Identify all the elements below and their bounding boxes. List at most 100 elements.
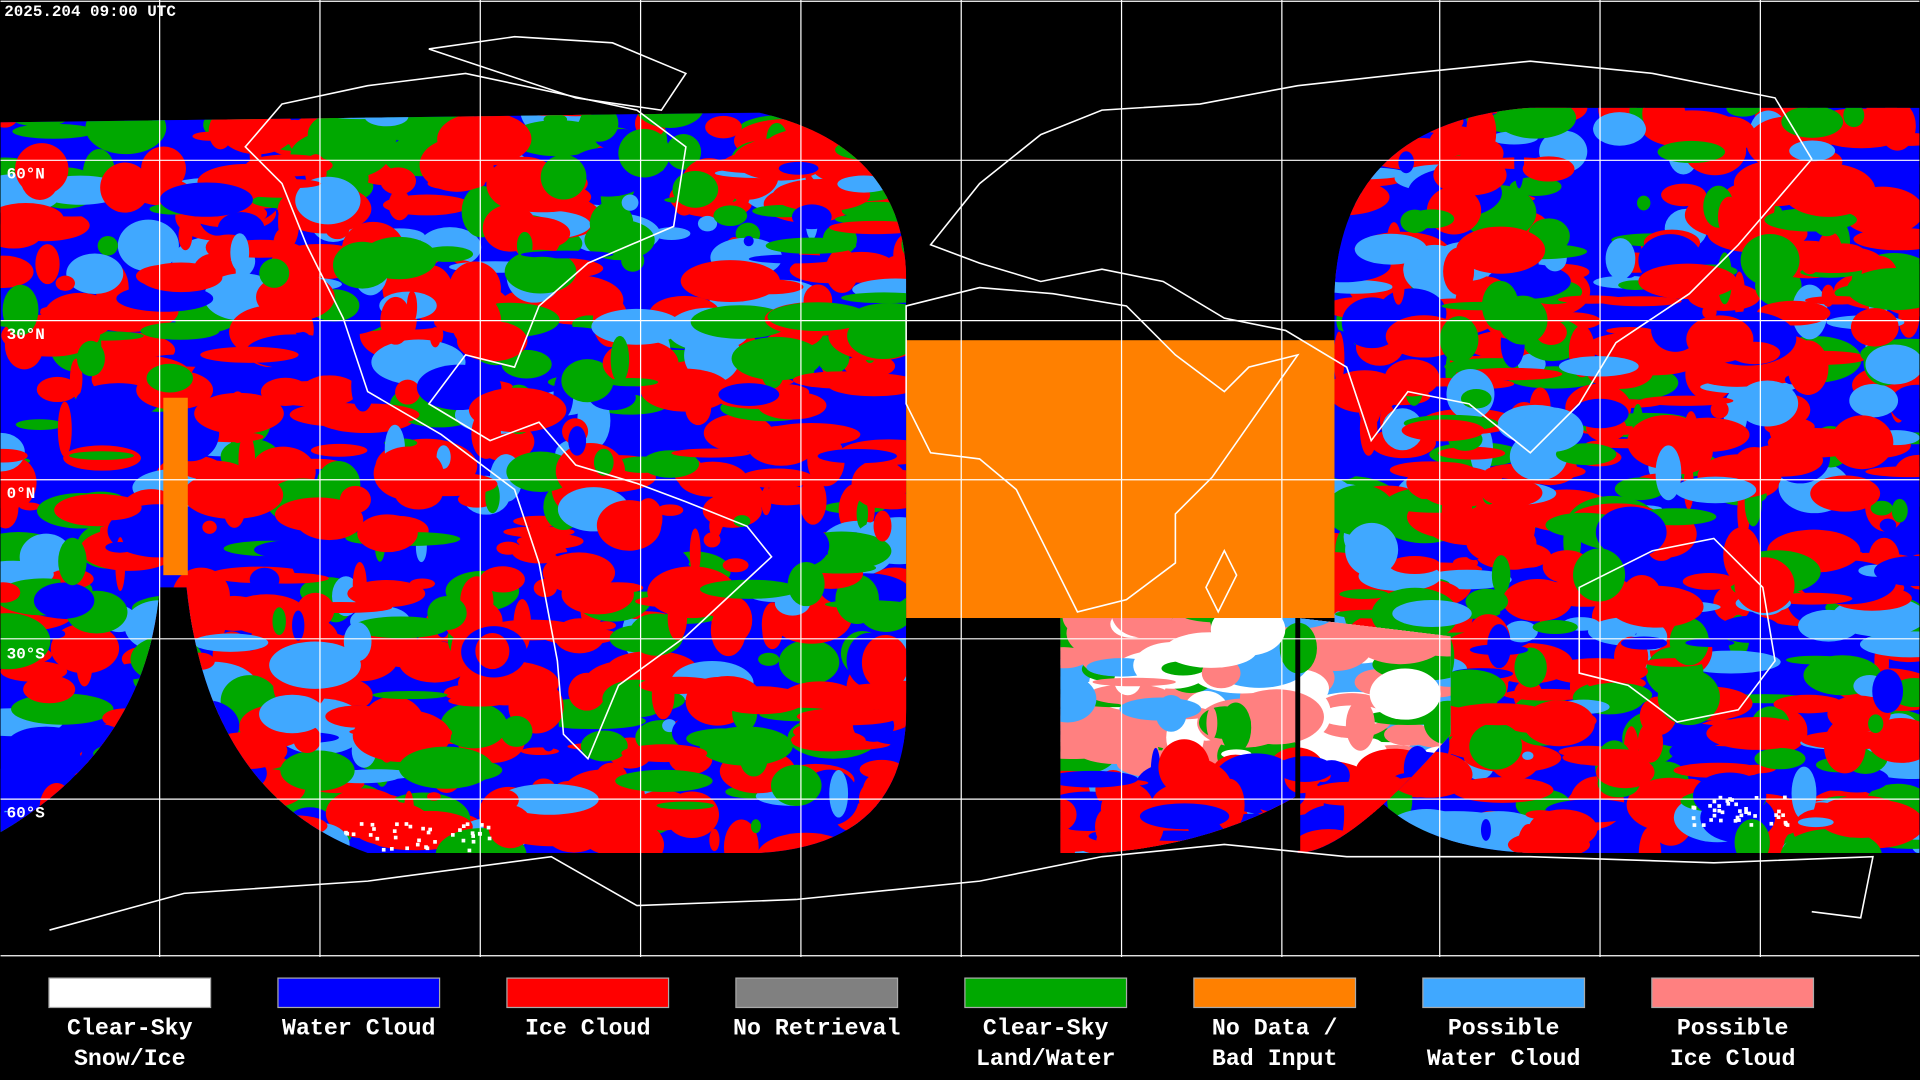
cloud-texture <box>561 359 614 403</box>
cloud-texture <box>1359 401 1378 456</box>
cloud-texture <box>325 788 404 839</box>
snow-speck <box>1718 795 1723 800</box>
cloud-texture <box>672 170 719 208</box>
cloud-texture <box>36 376 79 403</box>
cloud-texture <box>1823 719 1866 774</box>
cloud-texture <box>1682 573 1736 590</box>
cloud-texture <box>1060 751 1104 759</box>
cloud-texture <box>1859 631 1920 658</box>
cloud-texture <box>1392 600 1472 628</box>
cloud-texture <box>705 115 742 139</box>
cloud-texture <box>817 448 897 464</box>
cloud-texture <box>1674 476 1757 504</box>
australia-outline <box>1578 537 1776 723</box>
snow-speck <box>372 827 376 831</box>
cloud-texture <box>1164 632 1258 668</box>
cloud-texture <box>0 448 28 463</box>
snow-speck <box>1717 804 1722 808</box>
cloud-texture <box>1609 585 1704 628</box>
cloud-texture <box>791 204 832 230</box>
cloud-texture <box>1869 132 1920 146</box>
cloud-texture <box>750 819 761 834</box>
cloud-texture <box>740 468 814 489</box>
cloud-texture <box>1519 407 1584 452</box>
snow-speck <box>471 834 475 838</box>
cloud-texture <box>1798 609 1860 642</box>
cloud-texture <box>1726 107 1761 117</box>
cloud-texture <box>33 582 95 619</box>
cloud-texture <box>295 176 361 225</box>
cloud-texture <box>1740 234 1800 287</box>
cloud-texture <box>500 715 533 747</box>
cloud-texture <box>0 203 64 235</box>
cloud-texture <box>1487 624 1512 669</box>
cloud-texture <box>1787 340 1829 395</box>
snow-speck <box>395 822 399 827</box>
legend-label: Bad Input <box>1212 1046 1338 1072</box>
cloud-texture <box>580 730 628 762</box>
cloud-texture <box>1853 227 1920 251</box>
snow-speck <box>1717 809 1722 813</box>
cloud-texture <box>656 504 684 516</box>
cloud-texture <box>1522 751 1534 760</box>
cloud-texture <box>388 189 411 221</box>
cloud-texture <box>75 494 142 521</box>
snow-speck <box>351 832 356 837</box>
snow-speck <box>1691 816 1696 820</box>
cloud-texture <box>787 561 825 607</box>
cloud-texture <box>1392 264 1405 305</box>
africa-outline <box>905 286 1300 613</box>
cloud-texture <box>699 726 793 766</box>
cloud-texture <box>1872 669 1904 714</box>
legend-label: Possible <box>1677 1015 1789 1041</box>
cloud-texture <box>1639 395 1734 406</box>
cloud-texture <box>427 177 485 190</box>
cloud-texture <box>514 256 570 286</box>
cloud-texture <box>0 319 35 328</box>
cloud-texture <box>1843 107 1865 128</box>
cloud-texture <box>1773 694 1844 714</box>
cloud-texture <box>1874 555 1920 587</box>
cloud-texture <box>319 403 420 427</box>
cloud-texture <box>1799 248 1821 275</box>
cloud-texture <box>1339 589 1389 600</box>
cloud-texture <box>1502 578 1573 622</box>
cloud-texture <box>1532 620 1578 635</box>
cloud-texture <box>790 729 866 752</box>
cloud-texture <box>192 131 226 141</box>
cloud-texture <box>856 498 869 530</box>
cloud-texture <box>1334 370 1402 413</box>
cloud-texture <box>699 579 799 599</box>
snow-speck <box>1709 818 1713 822</box>
cloud-texture <box>634 498 663 539</box>
cloud-texture <box>779 397 812 414</box>
cloud-texture <box>716 686 806 715</box>
eurasia-outline <box>929 60 1813 454</box>
cloud-texture <box>1432 669 1507 709</box>
cloud-texture <box>1661 183 1707 207</box>
cloud-texture <box>141 146 187 191</box>
legend-label: Water Cloud <box>282 1015 435 1041</box>
snow-speck <box>1753 814 1757 818</box>
snow-speck <box>1739 813 1744 818</box>
cloud-texture <box>799 476 827 525</box>
cloud-texture <box>1865 466 1920 478</box>
cloud-texture <box>573 573 594 592</box>
snow-speck <box>1774 813 1778 817</box>
snow-speck <box>421 826 425 831</box>
cloud-texture <box>1754 747 1806 770</box>
snow-speck <box>1719 818 1723 823</box>
data-seam <box>1295 618 1301 851</box>
snow-speck <box>487 836 492 841</box>
legend: Clear-Sky Snow/Ice Water Cloud Ice Cloud No … <box>48 977 1815 1072</box>
cloud-texture <box>1514 647 1547 688</box>
snow-speck <box>424 845 428 849</box>
legend-swatch <box>1651 977 1815 1009</box>
cloud-texture <box>1452 557 1479 569</box>
cloud-texture <box>1736 380 1799 427</box>
cloud-texture <box>259 694 326 734</box>
cloud-texture <box>1595 506 1667 558</box>
cloud-texture <box>1638 263 1738 300</box>
cloud-texture <box>829 770 849 818</box>
cloud-texture <box>825 248 859 294</box>
